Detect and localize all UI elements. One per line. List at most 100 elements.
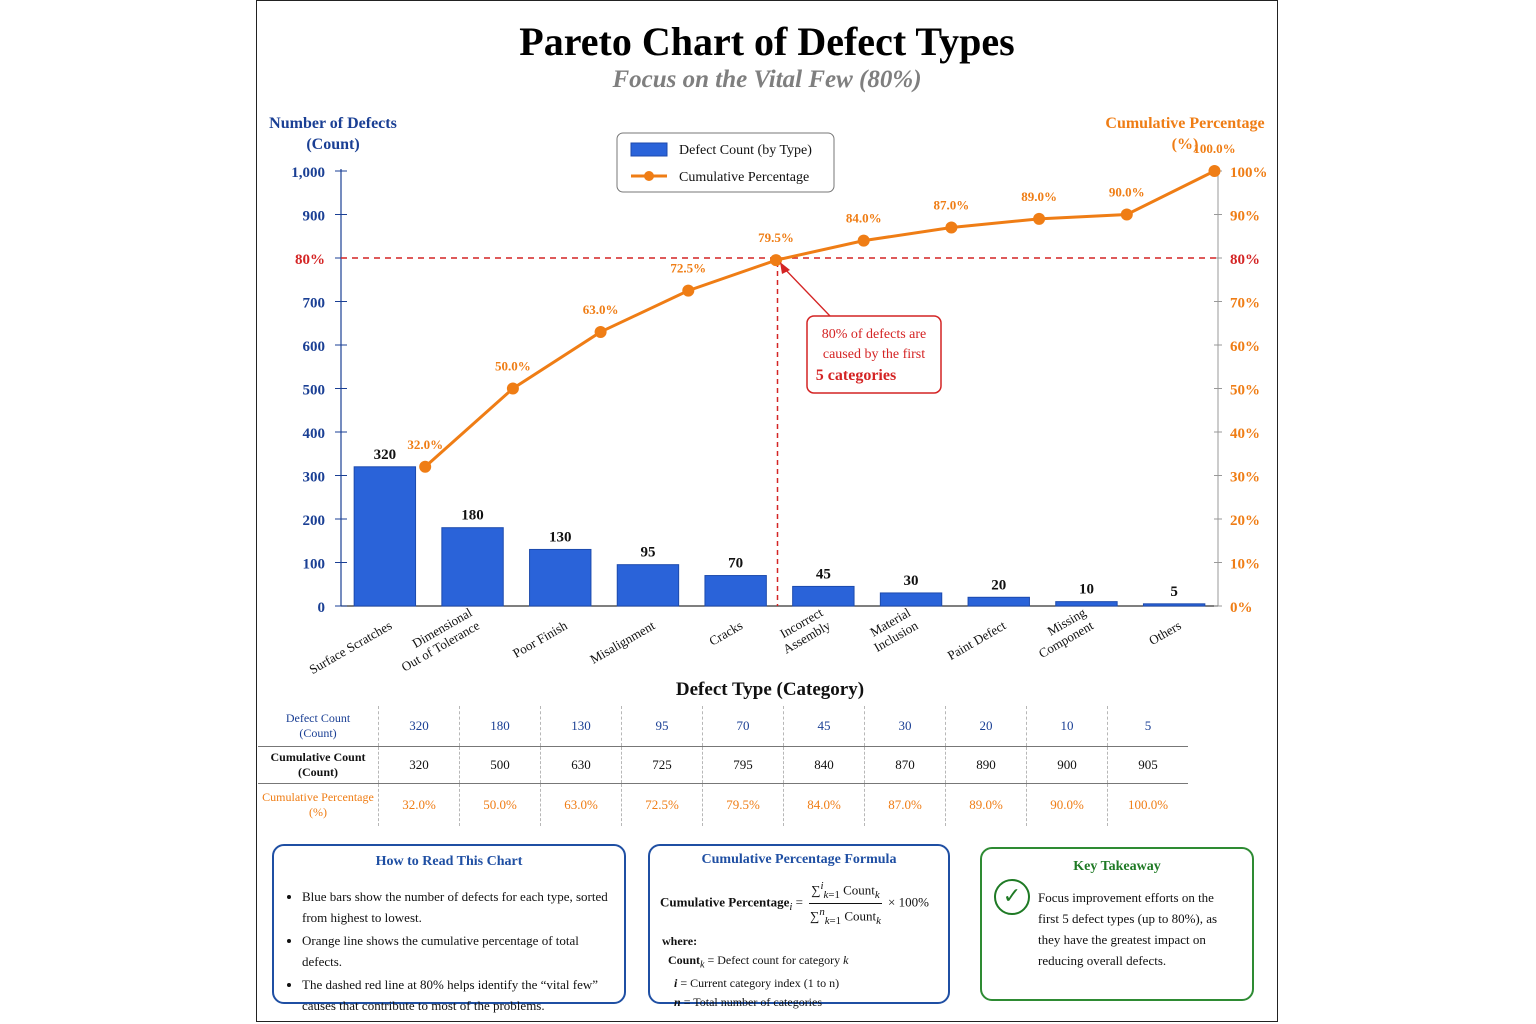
pareto-chart: 0 100 200 300 400 500 600 700 80% 900 1,000 0% 10% 20… bbox=[291, 132, 1268, 677]
bar-value-label: 180 bbox=[461, 508, 484, 524]
key-takeaway-title: Key Takeaway bbox=[1073, 859, 1161, 874]
bar-value-label: 130 bbox=[549, 529, 572, 545]
x-tick-label-line: Poor Finish bbox=[510, 617, 570, 660]
cumulative-value-label: 100.0% bbox=[1193, 141, 1235, 156]
table-row-cumulative-count: Cumulative Count (Count) 320 500 630 725 … bbox=[258, 746, 1188, 784]
table-cell: 320 bbox=[378, 746, 460, 784]
table-cell: 795 bbox=[702, 746, 784, 784]
x-tick-label: Poor Finish bbox=[510, 617, 570, 660]
right-axis-tick-label: 0% bbox=[1230, 600, 1253, 616]
how-to-read-bullet: Orange line shows the cumulative percent… bbox=[302, 930, 614, 972]
left-axis-tick-label: 100 bbox=[303, 557, 326, 573]
cumulative-point bbox=[1208, 165, 1221, 177]
right-axis-title-line2: (%) bbox=[1171, 136, 1199, 153]
formula-def: Countk = Defect count for category k bbox=[668, 953, 849, 971]
cumulative-value-label: 72.5% bbox=[670, 261, 706, 276]
table-cell: 87.0% bbox=[864, 783, 946, 826]
left-axis-tick-label: 200 bbox=[303, 513, 326, 529]
x-tick-label-line: Surface Scratches bbox=[307, 618, 395, 677]
left-axis-tick-label: 80% bbox=[295, 252, 325, 268]
table-cell: 89.0% bbox=[945, 783, 1027, 826]
formula-title: Cumulative Percentage Formula bbox=[701, 852, 897, 867]
legend-box bbox=[616, 132, 835, 193]
row-header-line: (Count) bbox=[299, 726, 337, 740]
left-axis-tick-label: 0 bbox=[318, 600, 326, 616]
bar bbox=[441, 527, 504, 607]
formula-where-label: where: bbox=[662, 934, 698, 948]
row-header-line: Cumulative Percentage bbox=[262, 790, 374, 804]
row-header-line: (Count) bbox=[297, 765, 338, 779]
bar bbox=[704, 575, 767, 607]
x-tick-label-line: Others bbox=[1146, 618, 1184, 648]
cumulative-value-label: 84.0% bbox=[846, 211, 882, 226]
cumulative-value-label: 87.0% bbox=[934, 198, 970, 213]
annotation-text: 80% of defects are bbox=[822, 327, 927, 342]
checkmark-icon: ✓ bbox=[994, 879, 1030, 915]
formula-panel: Cumulative Percentage Formula Cumulative… bbox=[648, 844, 950, 1009]
table-cell: 95 bbox=[621, 706, 703, 747]
table-cell: 5 bbox=[1107, 706, 1188, 747]
table-cell: 130 bbox=[540, 706, 622, 747]
bar-value-label: 45 bbox=[816, 566, 831, 582]
formula-def-symbol: n bbox=[674, 995, 681, 1010]
formula-numerator: Count bbox=[843, 882, 875, 898]
bar-value-label: 5 bbox=[1170, 584, 1178, 600]
left-axis-title: Number of Defects (Count) bbox=[258, 113, 408, 155]
row-header-line: (%) bbox=[309, 805, 327, 819]
table-cell: 840 bbox=[783, 746, 865, 784]
table-cell: 900 bbox=[1026, 746, 1108, 784]
formula-def: i = Current category index (1 to n) bbox=[662, 974, 849, 993]
x-tick-label-line: Paint Defect bbox=[945, 617, 1009, 662]
formula-def: n = Total number of categories bbox=[662, 993, 849, 1012]
right-axis-tick-label: 40% bbox=[1230, 426, 1260, 442]
formula-def-desc: = Current category index (1 to n) bbox=[680, 976, 840, 991]
right-axis-title-line1: Cumulative Percentage bbox=[1105, 115, 1265, 132]
right-axis-tick-label: 10% bbox=[1230, 557, 1260, 573]
bar-value-label: 30 bbox=[904, 573, 919, 589]
table-cell: 63.0% bbox=[540, 783, 622, 826]
x-tick-label: Surface Scratches bbox=[307, 618, 395, 677]
cumulative-point bbox=[594, 325, 607, 338]
left-axis-title-line1: Number of Defects bbox=[269, 115, 397, 132]
table-cell: 70 bbox=[702, 706, 784, 747]
formula-lhs: Cumulative Percentage bbox=[660, 894, 790, 910]
formula-def-desc: = Total number of categories bbox=[683, 995, 823, 1010]
cumulative-value-label: 89.0% bbox=[1021, 189, 1057, 204]
bar-value-label: 20 bbox=[991, 577, 1006, 593]
x-tick-label: Cracks bbox=[706, 618, 745, 649]
right-axis-tick-label: 30% bbox=[1230, 470, 1260, 486]
x-tick-label: MaterialInclusion bbox=[864, 604, 921, 654]
legend-bar-swatch bbox=[630, 142, 668, 157]
annotation-arrowhead bbox=[779, 262, 790, 274]
table-cell: 84.0% bbox=[783, 783, 865, 826]
cumulative-point bbox=[682, 284, 695, 297]
formula-expression: Cumulative Percentagei = ∑ik=1 Countk ∑n… bbox=[660, 880, 929, 927]
table-cell: 630 bbox=[540, 746, 622, 784]
cumulative-value-label: 63.0% bbox=[583, 302, 619, 317]
left-axis-tick-label: 500 bbox=[303, 383, 326, 399]
table-row-defect-count: Defect Count (Count) 320 180 130 95 70 45… bbox=[258, 706, 1188, 747]
bar-value-label: 95 bbox=[640, 545, 655, 561]
annotation-emphasis: 5 categories bbox=[816, 367, 896, 384]
bar-value-label: 70 bbox=[728, 556, 743, 572]
left-axis-tick-label: 400 bbox=[303, 426, 326, 442]
data-table: Defect Count (Count) 320 180 130 95 70 45… bbox=[258, 706, 1188, 826]
table-row-cumulative-percentage: Cumulative Percentage (%) 32.0% 50.0% 63.… bbox=[258, 783, 1188, 826]
cumulative-value-label: 50.0% bbox=[495, 359, 531, 374]
row-header-cumulative-count: Cumulative Count (Count) bbox=[258, 746, 379, 784]
bar-value-label: 320 bbox=[374, 447, 397, 463]
cumulative-point bbox=[419, 460, 432, 473]
right-axis-tick-label: 80% bbox=[1230, 252, 1260, 268]
table-cell: 890 bbox=[945, 746, 1027, 784]
key-takeaway-panel: Key Takeaway ✓ Focus improvement efforts… bbox=[980, 847, 1254, 1001]
row-header-line: Defect Count bbox=[285, 711, 351, 725]
formula-denominator: Count bbox=[844, 908, 877, 924]
key-takeaway-text: Focus improvement efforts on the first 5… bbox=[1038, 890, 1218, 968]
annotation-arrow bbox=[781, 265, 831, 317]
left-axis-tick-label: 300 bbox=[303, 470, 326, 486]
table-cell: 30 bbox=[864, 706, 946, 747]
table-cell: 870 bbox=[864, 746, 946, 784]
chart-title: Pareto Chart of Defect Types bbox=[519, 19, 1015, 64]
x-tick-label: DimensionalOut of Tolerance bbox=[391, 604, 482, 674]
x-axis-title: Defect Type (Category) bbox=[675, 679, 865, 700]
